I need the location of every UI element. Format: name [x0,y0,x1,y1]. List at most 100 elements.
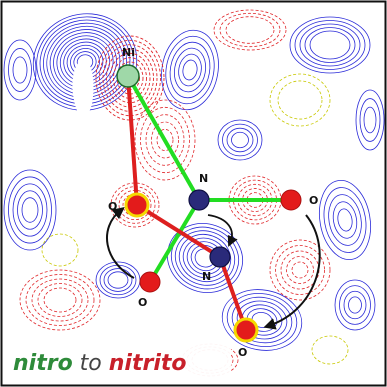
positive-contour-line [348,296,362,314]
positive-density-contours [3,13,385,351]
positive-contour-line [323,187,367,253]
positive-contour-line [328,194,362,246]
bond-ni-o-nitrito [126,75,139,206]
negative-contour-line [269,239,331,301]
label-o-upper-left: O [108,200,117,213]
label-n-top: N [199,172,208,185]
negative-contour-line [145,114,185,166]
negative-contour-line [37,283,83,317]
positive-contour-line [182,59,198,81]
positive-contour-line [174,230,236,286]
label-n-bottom: N [202,270,211,283]
label-o-lower-left: O [138,296,147,309]
positive-contour-line [12,56,28,84]
positive-contour-line [355,89,385,151]
negative-contour-line [19,269,101,331]
positive-contour-line [339,285,371,325]
positive-contour-line [39,19,131,105]
positive-contour-line [236,300,288,340]
negative-contour-line [277,80,323,120]
negative-contour-line [156,128,174,152]
positive-contour-line [165,35,215,105]
positive-contour-line [332,201,358,239]
positive-contour-line [46,25,124,99]
positive-contour-line [107,271,129,289]
nitrogen-atom-top [188,189,210,211]
positive-contour-line [12,183,48,237]
negative-contour-line [219,12,281,48]
negative-contour-line [269,73,331,127]
caption-nitro: nitro [13,351,73,376]
negative-contour-line [286,256,314,284]
positive-contour-line [8,48,32,92]
caption: nitro to nitrito [13,351,187,376]
positive-contour-line [178,53,202,87]
positive-contour-line [221,289,303,351]
negative-contour-line [134,99,196,181]
caption-box [3,340,231,384]
caption-to: to [73,351,109,376]
negative-contour-line [275,245,325,295]
arrow-n-rotation [207,214,238,247]
negative-contour-line [113,57,147,99]
negative-contour-line [31,278,89,322]
positive-contour-line [226,293,298,347]
nitrogen-atom-bottom [209,246,231,268]
positive-contour-line [299,23,361,67]
positive-contour-line [334,279,376,331]
negative-contour-line [151,121,179,159]
positive-contour-line [231,131,249,149]
negative-contour-line [25,274,95,326]
negative-contour-line [291,261,309,279]
positive-contour-line [21,197,39,223]
positive-contour-line [337,208,353,232]
bond-n-o-lower-left [148,198,201,284]
positive-contour-line [3,169,57,251]
bond-ni-n-nitro [126,75,201,201]
positive-contour-line [359,98,381,142]
arrow-o-swing-left [106,207,135,279]
positive-contour-line [173,47,207,93]
arrow-o-swing-right [263,214,321,330]
label-o-bottom: O [238,346,247,359]
zero-density-contours [41,73,349,365]
positive-contour-line [32,13,138,111]
negative-contour-line [114,186,156,224]
label-o-right: O [309,194,318,207]
negative-contour-line [311,335,349,365]
negative-contour-line [213,9,287,51]
oxygen-atom-upper-left [124,192,150,218]
positive-contour-line [43,22,127,102]
negative-contour-line [95,35,165,121]
positive-contour-line [103,268,133,292]
oxygen-atom-right [280,189,302,211]
negative-contour-line [99,39,161,117]
positive-contour-line [222,123,258,157]
positive-contour-line [178,234,232,282]
negative-contour-line [140,106,190,174]
positive-contour-line [309,30,351,60]
label-ni: Ni [122,46,135,59]
positive-contour-line [167,223,243,293]
negative-contour-line [225,16,275,44]
density-void [72,58,94,117]
positive-contour-line [3,39,37,101]
negative-contour-line [43,287,77,313]
positive-contour-line [289,16,371,74]
positive-contour-line [231,296,293,344]
bond-o-n-nitrito [135,203,222,259]
positive-contour-line [226,127,254,153]
oxygen-atom-bottom [233,317,259,343]
positive-contour-line [8,176,52,244]
positive-contour-line [17,190,43,230]
positive-contour-line [294,20,366,70]
caption-nitrito: nitrito [109,351,187,376]
positive-contour-line [304,27,356,63]
bond-n-o-bottom [218,256,248,331]
oxygen-atom-lower-left [139,271,161,293]
positive-contour-line [319,179,371,261]
positive-contour-line [169,41,211,99]
